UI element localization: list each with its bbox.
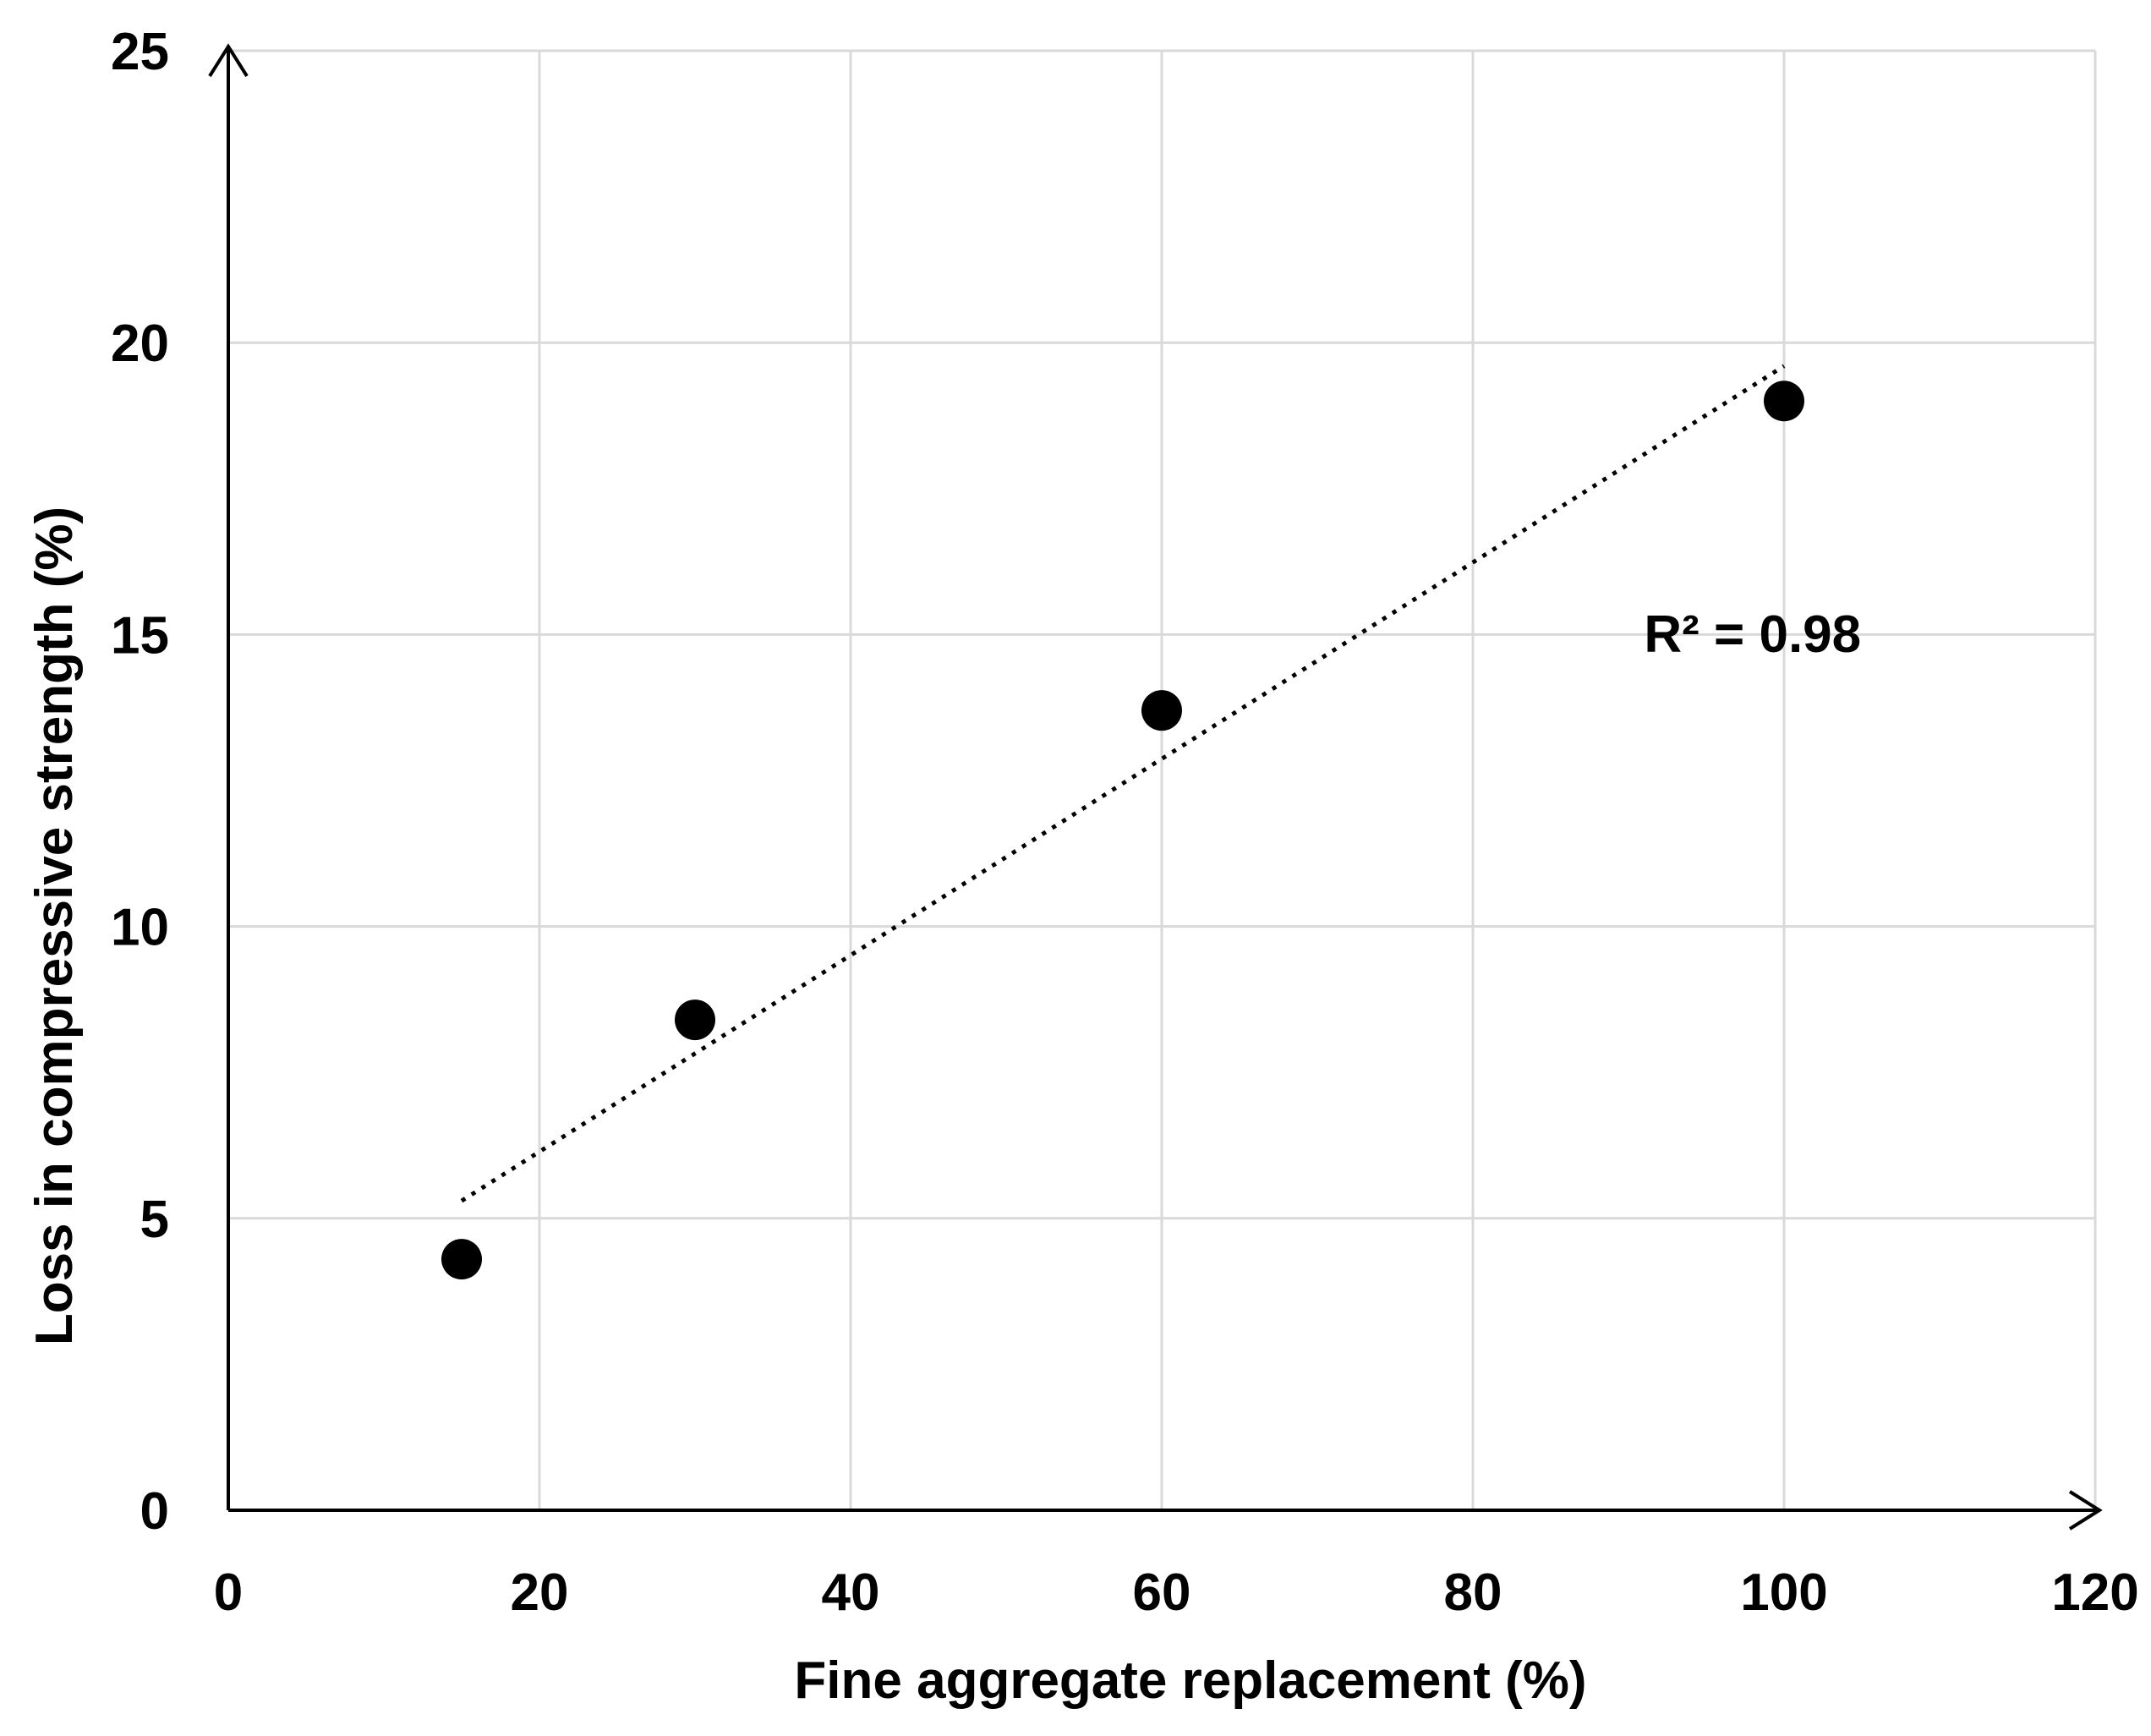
grid-layer [228,49,2097,1510]
y-tick-label: 5 [140,1191,169,1249]
x-tick-label: 40 [822,1563,880,1622]
data-point [1141,690,1182,731]
y-tick-label: 25 [111,23,169,81]
data-point [1764,381,1804,422]
x-axis-arrowhead [2068,1490,2103,1531]
data-point [675,999,715,1041]
x-tick-label: 100 [1740,1563,1827,1622]
data-point [441,1239,482,1280]
y-tick-label: 15 [111,606,169,665]
x-tick-label: 60 [1133,1563,1191,1622]
x-axis-title: Fine aggregate replacement (%) [794,1651,1586,1710]
x-tick-label: 0 [214,1563,243,1622]
trendline-layer [460,364,1786,1203]
x-tick-labels: 0 20 40 60 80 100 120 [214,1563,2139,1622]
y-tick-label: 20 [111,315,169,373]
y-tick-label: 10 [111,899,169,957]
y-tick-labels: 0 5 10 15 20 25 [111,23,169,1541]
x-tick-label: 80 [1444,1563,1502,1622]
axes-layer [208,43,2103,1531]
r-squared-annotation: R² = 0.98 [1644,605,1861,664]
y-axis-title: Loss in compressive strength (%) [25,507,84,1345]
trendline [460,364,1786,1203]
data-points-layer [441,381,1804,1280]
x-tick-label: 120 [2051,1563,2138,1622]
y-tick-label: 0 [140,1482,169,1541]
x-tick-label: 20 [511,1563,569,1622]
y-axis-arrowhead [208,43,249,78]
